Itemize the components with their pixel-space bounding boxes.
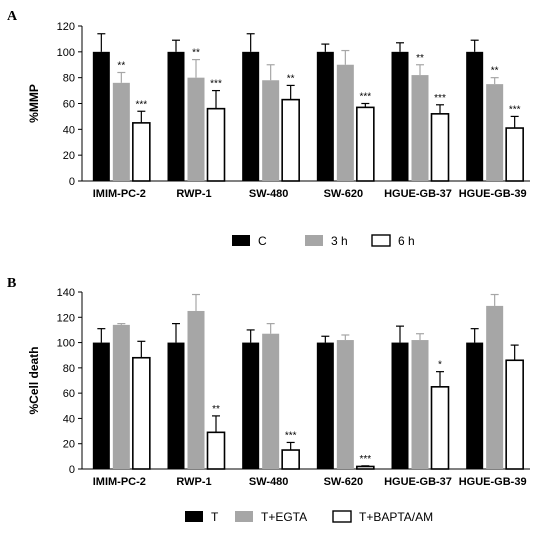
- y-axis-title: %MMP: [27, 84, 41, 123]
- bar: [242, 342, 260, 469]
- legend-swatch: [235, 511, 253, 522]
- category-label: HGUE-GB-37: [384, 188, 452, 200]
- bar: [262, 80, 280, 181]
- category-label: RWP-1: [176, 188, 211, 200]
- bar: [430, 386, 450, 470]
- legend-label: T+BAPTA/AM: [359, 510, 433, 524]
- legend-swatch: [332, 510, 352, 523]
- bar: [505, 359, 524, 470]
- bar: [242, 51, 260, 182]
- y-axis-title: %Cell death: [27, 346, 41, 414]
- y-tick-label: 40: [63, 413, 75, 425]
- bar: [262, 333, 280, 469]
- bar: [356, 465, 375, 470]
- bar: [486, 84, 504, 181]
- panel-b: B 0 20 40 60 80 100 120 140 %Cell death IMIM-PC-2 R…: [7, 276, 530, 524]
- y-tick-label: 60: [63, 99, 75, 111]
- legend-label: T+EGTA: [261, 510, 307, 524]
- legend-swatch: [185, 511, 203, 522]
- panel-a: A020406080100120%MMPIMIM-PC-2*****RWP-1*…: [7, 9, 530, 248]
- significance-label: **: [192, 48, 200, 59]
- bar: [281, 98, 300, 182]
- legend-label: 6 h: [398, 234, 415, 248]
- bar: [391, 51, 409, 182]
- bar: [505, 127, 524, 182]
- y-tick-label: 120: [57, 21, 75, 33]
- bar: [92, 51, 110, 182]
- bar: [112, 82, 130, 181]
- legend-label: 3 h: [331, 234, 348, 248]
- panel-letter: A: [7, 9, 18, 24]
- significance-label: **: [212, 404, 220, 415]
- significance-label: ***: [359, 454, 371, 465]
- bar: [167, 51, 185, 182]
- category-label: HGUE-GB-39: [459, 476, 527, 488]
- bar: [187, 77, 205, 181]
- significance-label: **: [287, 73, 295, 84]
- y-tick-label: 140: [57, 287, 75, 299]
- bar: [316, 51, 334, 182]
- y-tick-label: 40: [63, 124, 75, 136]
- bar: [112, 324, 130, 469]
- significance-label: **: [491, 66, 499, 77]
- bar: [356, 106, 375, 182]
- significance-label: ***: [434, 93, 446, 104]
- y-tick-label: 60: [63, 388, 75, 400]
- legend-swatch: [371, 234, 391, 247]
- bar: [316, 342, 334, 469]
- y-tick-label: 100: [57, 338, 75, 350]
- significance-label: **: [416, 53, 424, 64]
- y-tick-label: 80: [63, 73, 75, 85]
- legend-swatch: [232, 235, 250, 246]
- significance-label: *: [438, 360, 442, 371]
- y-tick-label: 20: [63, 439, 75, 451]
- panel-letter: B: [7, 276, 16, 291]
- bar: [167, 342, 185, 469]
- y-tick-label: 0: [69, 176, 75, 188]
- category-label: SW-620: [324, 476, 364, 488]
- legend-label: T: [211, 510, 219, 524]
- bar: [206, 107, 226, 182]
- bar: [336, 64, 354, 181]
- significance-label: ***: [285, 430, 297, 441]
- category-label: HGUE-GB-37: [384, 476, 452, 488]
- bar: [92, 342, 110, 469]
- bar: [187, 310, 205, 469]
- significance-label: **: [117, 61, 125, 72]
- y-tick-label: 120: [57, 312, 75, 324]
- y-tick-label: 0: [69, 464, 75, 476]
- legend-swatch: [305, 235, 323, 246]
- bar: [132, 122, 151, 182]
- bar: [411, 340, 429, 469]
- category-label: SW-620: [324, 188, 364, 200]
- category-label: SW-480: [249, 476, 289, 488]
- legend-label: C: [258, 234, 267, 248]
- bar: [206, 431, 226, 470]
- bar: [391, 342, 409, 469]
- category-label: SW-480: [249, 188, 289, 200]
- y-tick-label: 100: [57, 47, 75, 59]
- y-tick-label: 80: [63, 363, 75, 375]
- bar: [486, 305, 504, 469]
- category-label: RWP-1: [176, 476, 211, 488]
- category-label: IMIM-PC-2: [93, 188, 146, 200]
- category-label: HGUE-GB-39: [459, 188, 527, 200]
- bar: [281, 449, 300, 470]
- category-label: IMIM-PC-2: [93, 476, 146, 488]
- y-tick-label: 20: [63, 150, 75, 162]
- bar: [466, 342, 484, 469]
- bar: [132, 356, 151, 470]
- bar: [466, 51, 484, 182]
- significance-label: ***: [210, 79, 222, 90]
- bar: [411, 75, 429, 181]
- significance-label: ***: [135, 99, 147, 110]
- significance-label: ***: [359, 92, 371, 103]
- significance-label: ***: [509, 104, 521, 115]
- bar: [430, 113, 450, 182]
- bar: [336, 340, 354, 469]
